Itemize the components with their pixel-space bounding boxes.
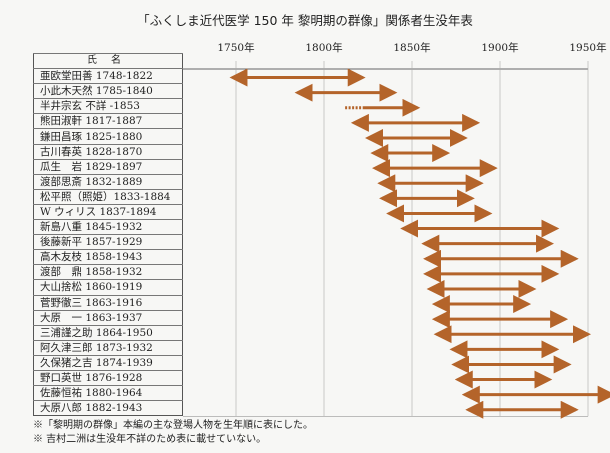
person-label: W ウィリス 1837-1894 xyxy=(33,203,183,220)
table-row: 古川春英 1828-1870 xyxy=(33,143,183,160)
person-label: 阿久津三郎 1873-1932 xyxy=(33,339,183,356)
person-label: 古川春英 1828-1870 xyxy=(33,143,183,160)
person-label: 亜欧堂田善 1748-1822 xyxy=(33,68,183,84)
person-label: 佐藤恒祐 1880-1964 xyxy=(33,385,183,401)
table-row: 大原八郎 1882-1943 xyxy=(33,400,183,416)
tick-label: 1850年 xyxy=(393,41,430,54)
table-row: W ウィリス 1837-1894 xyxy=(33,203,183,220)
table-row: 渡部思斎 1832-1889 xyxy=(33,173,183,190)
person-label: 小此木天然 1785-1840 xyxy=(33,83,183,99)
footnote: ※ 吉村二洲は生没年不詳のため表に載せていない。 xyxy=(33,434,267,445)
table-row: 瓜生 岩 1829-1897 xyxy=(33,158,183,175)
table-row: 松平照（照姫）1833-1884 xyxy=(33,188,183,205)
person-label: 後藤新平 1857-1929 xyxy=(33,234,183,250)
footnote: ※「黎明期の群像」本編の主な登場人物を生年順に表にした。 xyxy=(33,420,313,431)
tick-label: 1800年 xyxy=(305,41,342,54)
table-row: 佐藤恒祐 1880-1964 xyxy=(33,385,183,401)
person-label: 渡部 鼎 1858-1932 xyxy=(33,264,183,280)
person-label: 熊田淑軒 1817-1887 xyxy=(33,113,183,129)
table-row: 新島八重 1845-1932 xyxy=(33,219,183,235)
person-label: 鎌田昌琢 1825-1880 xyxy=(33,128,183,145)
table-row: 高木友枝 1858-1943 xyxy=(33,249,183,265)
person-label: 久保猪之吉 1874-1939 xyxy=(33,354,183,371)
table-row: 小此木天然 1785-1840 xyxy=(33,83,183,99)
table-row: 三浦謹之助 1864-1950 xyxy=(33,324,183,341)
names-table: 氏名 亜欧堂田善 1748-1822 小此木天然 1785-1840 半井宗玄 不詳… xyxy=(33,52,183,417)
tick-label: 1750年 xyxy=(217,41,254,54)
table-row: 大山捨松 1860-1919 xyxy=(33,279,183,295)
table-row: 野口英世 1876-1928 xyxy=(33,369,183,386)
table-row: 半井宗玄 不詳 -1853 xyxy=(33,98,183,114)
table-row: 大原 一 1863-1937 xyxy=(33,309,183,326)
table-row: 久保猪之吉 1874-1939 xyxy=(33,354,183,371)
table-row: 渡部 鼎 1858-1932 xyxy=(33,264,183,280)
table-row: 阿久津三郎 1873-1932 xyxy=(33,339,183,356)
person-label: 半井宗玄 不詳 -1853 xyxy=(33,98,183,114)
tick-label: 1950年 xyxy=(569,41,606,54)
tick-label: 1900年 xyxy=(481,41,518,54)
person-label: 松平照（照姫）1833-1884 xyxy=(33,188,183,205)
footnotes: ※「黎明期の群像」本編の主な登場人物を生年順に表にした。 ※ 吉村二洲は生没年不… xyxy=(33,419,313,447)
person-label: 渡部思斎 1832-1889 xyxy=(33,173,183,190)
person-label: 菅野徹三 1863-1916 xyxy=(33,294,183,311)
table-row: 後藤新平 1857-1929 xyxy=(33,234,183,250)
person-label: 三浦謹之助 1864-1950 xyxy=(33,324,183,341)
table-row: 菅野徹三 1863-1916 xyxy=(33,294,183,311)
person-label: 野口英世 1876-1928 xyxy=(33,369,183,386)
person-label: 新島八重 1845-1932 xyxy=(33,219,183,235)
person-label: 大山捨松 1860-1919 xyxy=(33,279,183,295)
person-label: 大原八郎 1882-1943 xyxy=(33,400,183,416)
column-header: 氏名 xyxy=(33,52,183,69)
table-row: 亜欧堂田善 1748-1822 xyxy=(33,68,183,84)
person-label: 瓜生 岩 1829-1897 xyxy=(33,158,183,175)
person-label: 大原 一 1863-1937 xyxy=(33,309,183,326)
table-row: 熊田淑軒 1817-1887 xyxy=(33,113,183,129)
table-row: 鎌田昌琢 1825-1880 xyxy=(33,128,183,145)
chart-title: 「ふくしま近代医学 150 年 黎明期の群像」関係者生没年表 xyxy=(137,13,473,28)
person-label: 高木友枝 1858-1943 xyxy=(33,249,183,265)
